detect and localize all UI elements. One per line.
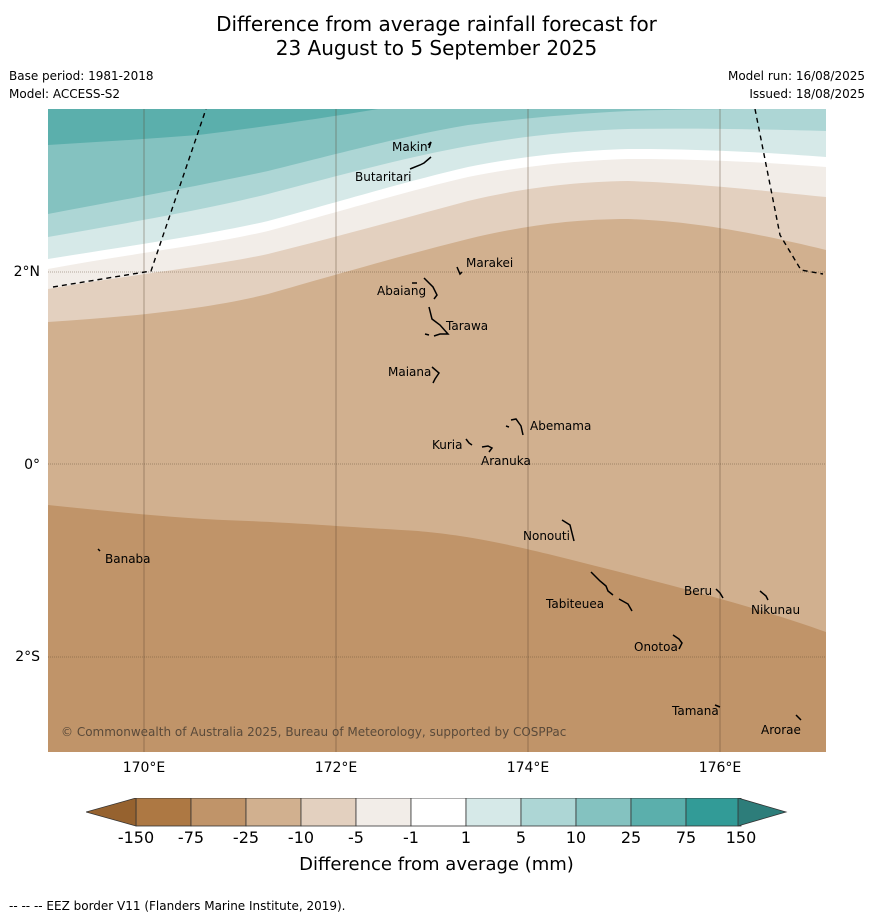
colorbar-tick-label: 150 xyxy=(725,828,757,847)
gridlines xyxy=(48,109,826,752)
label-banaba: Banaba xyxy=(105,552,151,566)
colorbar-title: Difference from average (mm) xyxy=(299,854,574,875)
onotoa-island xyxy=(672,634,683,650)
makin-island xyxy=(427,141,432,149)
nonouti-island xyxy=(561,519,575,542)
colorbar-tick-label: -5 xyxy=(348,828,364,847)
colorbar-tick-label: 75 xyxy=(675,828,697,847)
lat-label-2n: 2°N xyxy=(13,264,40,280)
label-arorae: Arorae xyxy=(761,723,801,737)
colorbar-tick-label: 1 xyxy=(460,828,472,847)
colorbar-high-extend xyxy=(737,798,788,827)
abemama-island xyxy=(505,418,524,436)
maiana-island xyxy=(431,366,440,384)
model-run: Model run: 16/08/2025 xyxy=(727,69,865,83)
colorbar-tick-label: 25 xyxy=(620,828,642,847)
colorbar-cell xyxy=(135,798,192,827)
lon-label-170e: 170°E xyxy=(122,760,166,776)
tabiteuea-island xyxy=(590,571,633,612)
lon-label-174e: 174°E xyxy=(506,760,550,776)
label-onotoa: Onotoa xyxy=(634,640,678,654)
base-period: Base period: 1981-2018 xyxy=(9,69,154,83)
colorbar-cell xyxy=(410,798,467,827)
colorbar-cell xyxy=(575,798,632,827)
colorbar-cell xyxy=(630,798,687,827)
label-beru: Beru xyxy=(684,584,712,598)
label-butaritari: Butaritari xyxy=(355,170,412,184)
title-line-2: 23 August to 5 September 2025 xyxy=(275,36,598,60)
colorbar-cell xyxy=(355,798,412,827)
label-nonouti: Nonouti xyxy=(523,529,570,543)
colorbar-tick-label: 10 xyxy=(565,828,587,847)
colorbar xyxy=(86,798,788,827)
colorbar-cell xyxy=(245,798,302,827)
title-line-1: Difference from average rainfall forecas… xyxy=(216,12,657,36)
colorbar-low-extend xyxy=(86,798,137,827)
label-aranuka: Aranuka xyxy=(481,454,531,468)
colorbar-tick-label: -25 xyxy=(232,828,260,847)
label-abaiang: Abaiang xyxy=(377,284,426,298)
nikunau-island xyxy=(759,590,769,601)
label-tarawa: Tarawa xyxy=(445,319,488,333)
colorbar-cell xyxy=(520,798,577,827)
label-maiana: Maiana xyxy=(388,365,431,379)
colorbar-tick-label: -75 xyxy=(177,828,205,847)
beru-island xyxy=(715,588,724,599)
colorbar-tick-label: -10 xyxy=(287,828,315,847)
label-abemama: Abemama xyxy=(530,419,591,433)
banaba-island xyxy=(97,548,101,552)
colorbar-cells xyxy=(135,798,742,827)
tamana-island xyxy=(714,704,721,708)
issued-date: Issued: 18/08/2025 xyxy=(749,87,865,101)
meta-right: Model run: 16/08/2025 Issued: 18/08/2025 xyxy=(728,67,865,103)
tarawa-island xyxy=(424,306,450,337)
eez-footnote: -- -- -- EEZ border V11 (Flanders Marine… xyxy=(9,899,346,913)
colorbar-tick-label: -1 xyxy=(403,828,419,847)
map-title: Difference from average rainfall forecas… xyxy=(0,12,873,60)
abaiang-island xyxy=(412,277,438,300)
map-svg: Makin Butaritari Marakei Abaiang Tarawa … xyxy=(48,109,826,752)
colorbar-cell xyxy=(300,798,357,827)
band-plus10 xyxy=(48,109,826,214)
lat-label-2s: 2°S xyxy=(15,649,40,665)
label-marakei: Marakei xyxy=(466,256,513,270)
model-name: Model: ACCESS-S2 xyxy=(9,87,121,101)
label-tamana: Tamana xyxy=(671,704,719,718)
marakei-island xyxy=(456,266,463,276)
map-panel: Makin Butaritari Marakei Abaiang Tarawa … xyxy=(48,109,826,752)
band-plus25 xyxy=(48,109,378,145)
lat-label-0: 0° xyxy=(24,457,40,473)
kuria-island xyxy=(465,438,473,446)
label-nikunau: Nikunau xyxy=(751,603,800,617)
place-labels: Makin Butaritari Marakei Abaiang Tarawa … xyxy=(105,140,801,737)
lon-label-176e: 176°E xyxy=(698,760,742,776)
label-kuria: Kuria xyxy=(432,438,463,452)
colorbar-cell xyxy=(190,798,247,827)
butaritari-island xyxy=(409,156,432,170)
copyright-text: © Commonwealth of Australia 2025, Bureau… xyxy=(61,725,566,739)
colorbar-tick-label: 5 xyxy=(515,828,527,847)
label-tabiteuea: Tabiteuea xyxy=(545,597,604,611)
colorbar-tick-label: -150 xyxy=(117,828,155,847)
colorbar-cell xyxy=(465,798,522,827)
label-makin: Makin xyxy=(392,140,428,154)
island-outlines xyxy=(97,141,802,721)
arorae-island xyxy=(795,714,802,721)
eez-borders xyxy=(52,109,824,288)
lon-label-172e: 172°E xyxy=(314,760,358,776)
aranuka-island xyxy=(481,445,494,453)
meta-left: Base period: 1981-2018 Model: ACCESS-S2 xyxy=(9,67,154,103)
colorbar-cell xyxy=(685,798,742,827)
